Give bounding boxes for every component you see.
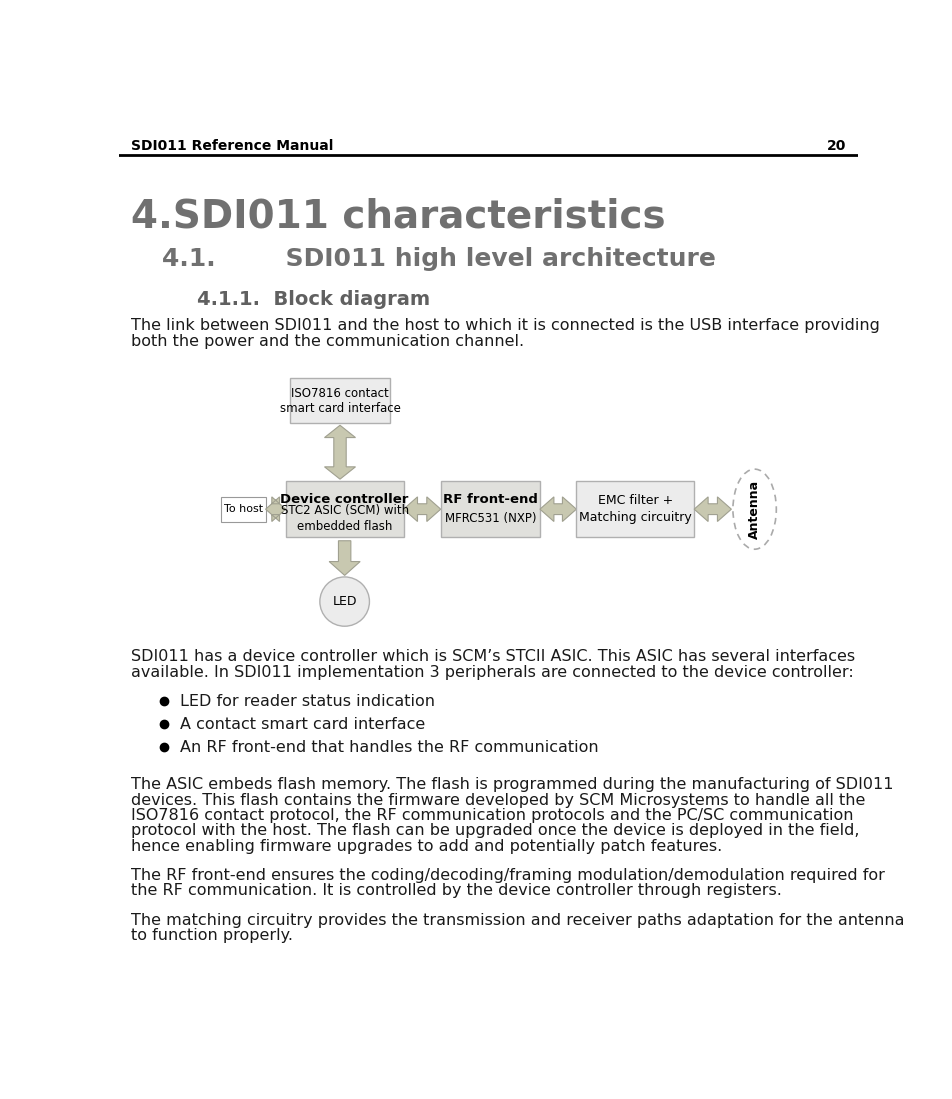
Circle shape xyxy=(320,577,369,626)
Polygon shape xyxy=(540,497,576,522)
Text: 4.SDI011 characteristics: 4.SDI011 characteristics xyxy=(130,198,664,235)
Text: hence enabling firmware upgrades to add and potentially patch features.: hence enabling firmware upgrades to add … xyxy=(130,839,722,854)
FancyBboxPatch shape xyxy=(440,481,540,537)
Text: The link between SDI011 and the host to which it is connected is the USB interfa: The link between SDI011 and the host to … xyxy=(130,319,879,333)
Text: EMC filter +
Matching circuitry: EMC filter + Matching circuitry xyxy=(578,495,691,524)
Text: ISO7816 contact protocol, the RF communication protocols and the PC/SC communica: ISO7816 contact protocol, the RF communi… xyxy=(130,808,852,823)
Text: The RF front-end ensures the coding/decoding/framing modulation/demodulation req: The RF front-end ensures the coding/deco… xyxy=(130,868,883,882)
Text: STC2 ASIC (SCM) with
embedded flash: STC2 ASIC (SCM) with embedded flash xyxy=(280,504,408,533)
Text: SDI011 has a device controller which is SCM’s STCII ASIC. This ASIC has several : SDI011 has a device controller which is … xyxy=(130,650,854,664)
Text: The matching circuitry provides the transmission and receiver paths adaptation f: The matching circuitry provides the tran… xyxy=(130,912,903,928)
Polygon shape xyxy=(266,497,286,522)
Text: Device controller: Device controller xyxy=(280,493,408,507)
FancyBboxPatch shape xyxy=(286,481,403,537)
FancyBboxPatch shape xyxy=(576,481,693,537)
FancyBboxPatch shape xyxy=(290,378,389,423)
Text: protocol with the host. The flash can be upgraded once the device is deployed in: protocol with the host. The flash can be… xyxy=(130,823,859,839)
Text: 4.1.        SDI011 high level architecture: 4.1. SDI011 high level architecture xyxy=(162,247,715,271)
Text: SDI011 Reference Manual: SDI011 Reference Manual xyxy=(130,138,333,153)
Text: Antenna: Antenna xyxy=(747,479,761,539)
Text: The ASIC embeds flash memory. The flash is programmed during the manufacturing o: The ASIC embeds flash memory. The flash … xyxy=(130,777,892,792)
Polygon shape xyxy=(325,425,355,479)
Text: RF front-end: RF front-end xyxy=(443,493,537,507)
Polygon shape xyxy=(328,541,360,576)
Text: devices. This flash contains the firmware developed by SCM Microsystems to handl: devices. This flash contains the firmwar… xyxy=(130,792,864,808)
FancyBboxPatch shape xyxy=(221,497,266,522)
Text: To host: To host xyxy=(224,504,263,514)
Text: LED: LED xyxy=(332,595,357,608)
Text: the RF communication. It is controlled by the device controller through register: the RF communication. It is controlled b… xyxy=(130,884,781,898)
Text: MFRC531 (NXP): MFRC531 (NXP) xyxy=(445,512,536,525)
Text: An RF front-end that handles the RF communication: An RF front-end that handles the RF comm… xyxy=(179,741,598,755)
Polygon shape xyxy=(403,497,440,522)
Text: 20: 20 xyxy=(825,138,845,153)
Polygon shape xyxy=(693,497,730,522)
Text: LED for reader status indication: LED for reader status indication xyxy=(179,693,434,709)
Text: A contact smart card interface: A contact smart card interface xyxy=(179,717,425,732)
Text: ISO7816 contact
smart card interface: ISO7816 contact smart card interface xyxy=(279,387,400,414)
Text: to function properly.: to function properly. xyxy=(130,928,292,943)
Text: available. In SDI011 implementation 3 peripherals are connected to the device co: available. In SDI011 implementation 3 pe… xyxy=(130,665,853,679)
Ellipse shape xyxy=(732,469,776,550)
Text: 4.1.1.  Block diagram: 4.1.1. Block diagram xyxy=(196,290,429,309)
Text: both the power and the communication channel.: both the power and the communication cha… xyxy=(130,334,524,348)
